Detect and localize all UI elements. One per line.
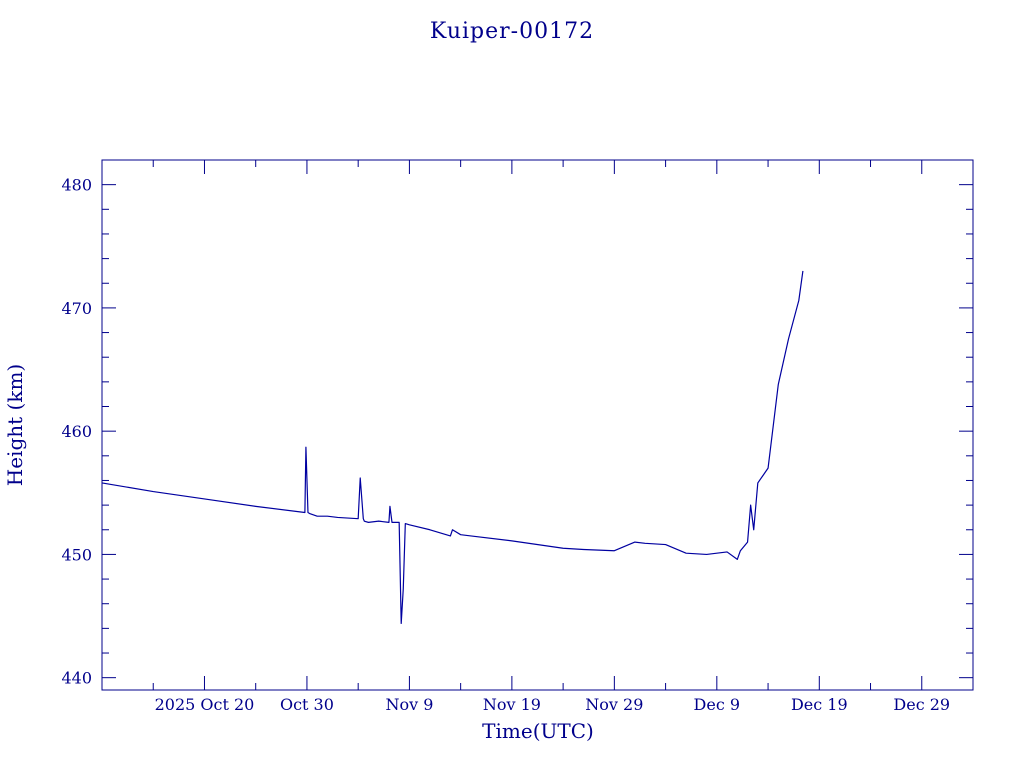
- plot-frame: [101, 159, 974, 691]
- y-tick-label: 450: [61, 545, 92, 564]
- series-layer: [101, 270, 804, 625]
- x-tick-label: Oct 30: [280, 695, 334, 714]
- ticks-layer: 440 450 460 470 480 2025 Oct 20 Oct 30 Nov 9 Nov…: [61, 159, 974, 714]
- x-axis-label: Time(UTC): [482, 719, 594, 743]
- chart-title: Kuiper-00172: [430, 19, 594, 44]
- x-tick-label: Dec 9: [694, 695, 741, 714]
- y-tick-label: 470: [61, 299, 92, 318]
- y-tick-label: 440: [61, 669, 92, 688]
- x-tick-label: Nov 19: [483, 695, 541, 714]
- x-tick-label: Nov 29: [585, 695, 643, 714]
- x-tick-label: Nov 9: [385, 695, 433, 714]
- y-tick-label: 480: [61, 176, 92, 195]
- x-tick-label: Dec 29: [893, 695, 950, 714]
- y-tick-label: 460: [61, 422, 92, 441]
- y-axis-label: Height (km): [3, 364, 27, 486]
- series-line: [101, 270, 804, 625]
- x-tick-label: 2025 Oct 20: [155, 695, 255, 714]
- x-tick-label: Dec 19: [791, 695, 848, 714]
